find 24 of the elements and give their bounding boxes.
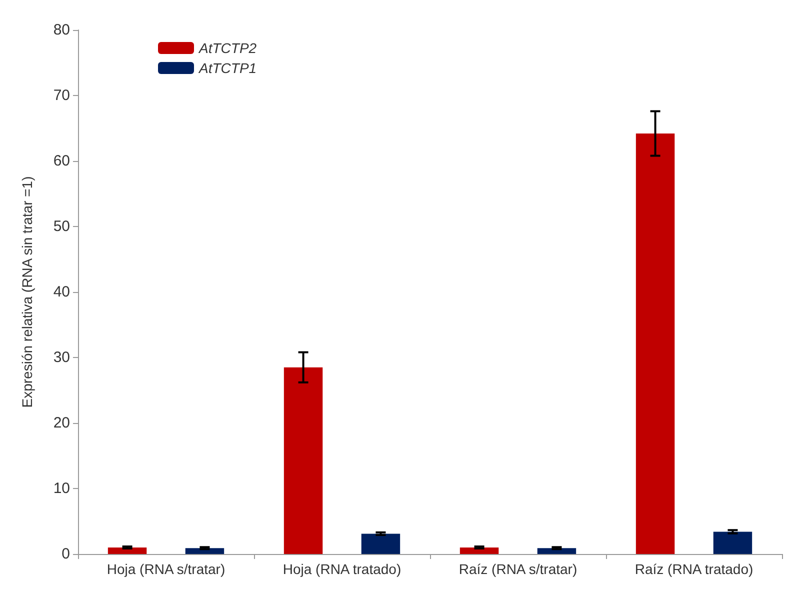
bar	[284, 367, 323, 554]
y-tick-label: 0	[62, 546, 70, 562]
x-tick-label: Hoja (RNA s/tratar)	[106, 561, 226, 577]
y-tick-label: 10	[53, 480, 70, 497]
y-tick-label: 50	[53, 218, 70, 235]
legend-label: AtTCTP2	[198, 40, 257, 56]
legend-label: AtTCTP1	[198, 60, 257, 76]
y-tick-label: 70	[53, 87, 70, 104]
y-tick-label: 80	[53, 22, 70, 38]
y-axis-title: Expresión relativa (RNA sin tratar =1)	[19, 176, 35, 408]
bar	[537, 548, 576, 554]
y-tick-label: 40	[53, 284, 70, 300]
x-tick-label: Hoja (RNA tratado)	[282, 561, 402, 577]
bar	[460, 547, 499, 554]
x-tick-label: Raíz (RNA tratado)	[634, 561, 754, 577]
bar	[361, 534, 400, 554]
bar	[108, 547, 147, 554]
y-tick-label: 30	[53, 349, 70, 366]
bar	[636, 133, 675, 554]
x-tick-label: Raíz (RNA s/tratar)	[458, 561, 578, 577]
bar	[185, 548, 224, 554]
bar	[713, 532, 752, 554]
y-tick-label: 20	[53, 414, 70, 432]
y-tick-label: 60	[53, 152, 70, 170]
